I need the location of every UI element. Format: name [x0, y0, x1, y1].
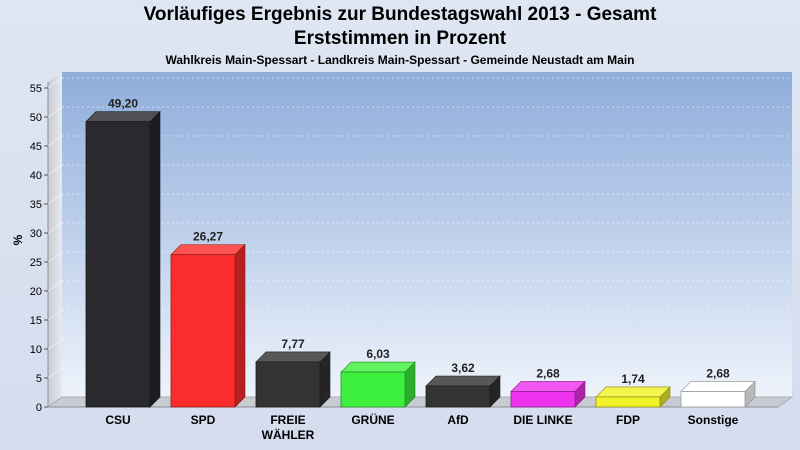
- gridline-side: [47, 77, 63, 89]
- data-label: 7,77: [281, 337, 305, 351]
- x-tick-label: FDP: [616, 413, 640, 427]
- data-label: 2,68: [536, 366, 560, 380]
- bar-sonstige: [680, 380, 756, 408]
- y-axis-label: %: [11, 234, 25, 245]
- y-tick-label: 5: [36, 373, 42, 385]
- y-tick-label: 25: [30, 257, 42, 269]
- bar-csu: [85, 110, 161, 408]
- plot-floor: [46, 396, 794, 408]
- bar-side: [149, 110, 161, 408]
- bar-front: [85, 121, 151, 408]
- gridline-side: [47, 106, 63, 118]
- y-tick-label: 20: [30, 286, 42, 298]
- bar-front: [255, 361, 321, 408]
- bar-die-linke: [510, 380, 586, 408]
- x-tick-label: GRÜNE: [351, 412, 394, 427]
- gridline-side: [47, 338, 63, 350]
- bar-front: [170, 254, 236, 408]
- bar-front: [595, 396, 661, 408]
- bar-top: [340, 361, 416, 373]
- bar-top: [510, 381, 586, 392]
- bar-top: [85, 111, 161, 122]
- bar-top: [255, 351, 331, 363]
- y-tick-label: 10: [30, 344, 42, 356]
- gridline-side: [47, 222, 63, 234]
- x-tick-label: WÄHLER: [262, 427, 315, 442]
- chart-subtitle: Wahlkreis Main-Spessart - Landkreis Main…: [165, 53, 635, 67]
- y-tick-label: 0: [36, 402, 42, 414]
- data-label: 1,74: [621, 372, 645, 386]
- bar-front: [680, 391, 746, 408]
- gridline-side: [47, 309, 63, 321]
- x-tick-label: CSU: [105, 413, 130, 427]
- gridline-side: [47, 193, 63, 205]
- y-tick-label: 45: [30, 141, 42, 153]
- bar-grüne: [340, 361, 416, 408]
- x-tick-label: SPD: [191, 413, 216, 427]
- data-label: 2,68: [706, 366, 730, 380]
- data-label: 26,27: [193, 230, 223, 244]
- chart-title-line-2: Erststimmen in Prozent: [293, 28, 507, 49]
- gridline-side: [47, 280, 63, 292]
- bar-afd: [425, 375, 501, 408]
- x-tick-label: FREIE: [270, 413, 305, 427]
- bar-front: [510, 391, 576, 408]
- y-tick-label: 35: [30, 199, 42, 211]
- bar-front: [425, 385, 491, 408]
- y-tick-label: 40: [30, 170, 42, 182]
- bar-top: [425, 375, 501, 387]
- plot-side-wall: [48, 72, 62, 407]
- bar-top: [680, 381, 756, 392]
- bar-spd: [170, 243, 246, 408]
- gridline-side: [47, 164, 63, 176]
- bar-front: [340, 371, 406, 408]
- bar-freie-wähler: [255, 351, 331, 408]
- bar-side: [234, 243, 246, 408]
- x-tick-label: Sonstige: [688, 413, 739, 427]
- y-tick-label: 30: [30, 228, 42, 240]
- gridline-side: [47, 367, 63, 379]
- x-tick-label: AfD: [447, 413, 469, 427]
- data-label: 3,62: [451, 361, 475, 375]
- y-tick-label: 15: [30, 315, 42, 327]
- x-tick-label: DIE LINKE: [513, 413, 572, 427]
- data-label: 6,03: [366, 347, 390, 361]
- gridline-side: [47, 251, 63, 263]
- bar-top: [170, 244, 246, 255]
- y-tick-label: 55: [30, 83, 42, 95]
- bar-fdp: [595, 386, 671, 408]
- bar-top: [595, 386, 671, 398]
- gridline-side: [47, 135, 63, 147]
- chart-title: Vorläufiges Ergebnis zur Bundestagswahl …: [143, 4, 657, 25]
- data-label: 49,20: [108, 97, 138, 111]
- y-tick-label: 50: [30, 112, 42, 124]
